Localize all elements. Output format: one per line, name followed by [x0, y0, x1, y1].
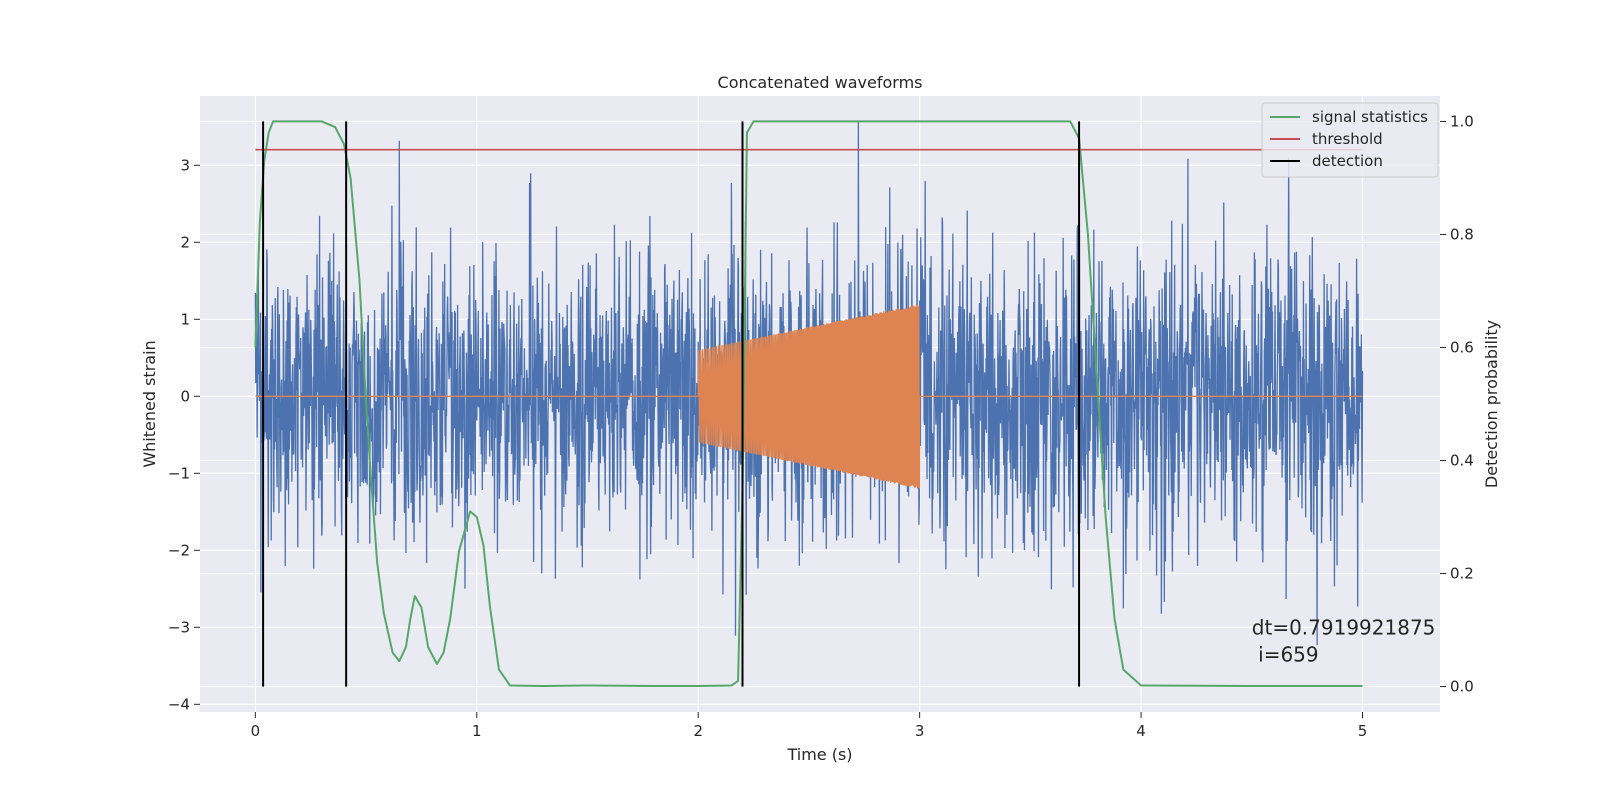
legend-label-signal-statistics: signal statistics [1312, 108, 1428, 126]
plot-area [254, 120, 1364, 687]
y-axis-right: 0.0 0.2 0.4 0.6 0.8 1.0 [1440, 112, 1474, 696]
y-axis-label: Whitened strain [140, 340, 159, 467]
y-tick-label: 0 [180, 387, 190, 405]
legend-label-threshold: threshold [1312, 130, 1383, 148]
y-tick-label: 1 [180, 310, 190, 328]
y-right-tick-label: 0.6 [1450, 338, 1474, 356]
y-tick-label: −2 [168, 541, 190, 559]
x-tick-label: 0 [251, 722, 261, 740]
y-right-tick-label: 0.0 [1450, 678, 1474, 696]
y-tick-label: −3 [168, 618, 190, 636]
y-tick-label: −4 [168, 695, 190, 713]
noise-line [254, 122, 1364, 646]
signal-statistics-series [254, 120, 1363, 687]
y-right-tick-label: 1.0 [1450, 112, 1474, 130]
y-tick-label: −1 [168, 464, 190, 482]
annotation: dt=0.7919921875 i=659 [1252, 615, 1436, 666]
y-right-tick-label: 0.2 [1450, 565, 1474, 583]
annotation-line-2: i=659 [1252, 642, 1319, 666]
x-tick-label: 4 [1136, 722, 1146, 740]
x-axis: 0 1 2 3 4 5 [251, 712, 1368, 740]
x-tick-label: 2 [693, 722, 703, 740]
y-axis-left: −4 −3 −2 −1 0 1 2 3 [168, 156, 200, 713]
chirp-series [255, 304, 1363, 489]
annotation-line-1: dt=0.7919921875 [1252, 615, 1436, 639]
legend: signal statistics threshold detection [1261, 102, 1439, 178]
legend-box [1261, 102, 1439, 178]
chart-title: Concatenated waveforms [718, 73, 923, 92]
y-right-tick-label: 0.8 [1450, 225, 1474, 243]
chirp-line [255, 304, 1363, 489]
legend-label-detection: detection [1312, 152, 1383, 170]
y-right-tick-label: 0.4 [1450, 452, 1474, 470]
x-tick-label: 1 [472, 722, 482, 740]
y-axis-right-label: Detection probability [1482, 320, 1501, 488]
noise-series [254, 122, 1364, 646]
x-tick-label: 3 [915, 722, 925, 740]
detection-series [262, 121, 1081, 687]
y-tick-label: 2 [180, 233, 190, 251]
x-axis-label: Time (s) [786, 745, 852, 764]
signal-statistics-line [254, 120, 1363, 687]
y-tick-label: 3 [180, 156, 190, 174]
x-tick-label: 5 [1358, 722, 1368, 740]
